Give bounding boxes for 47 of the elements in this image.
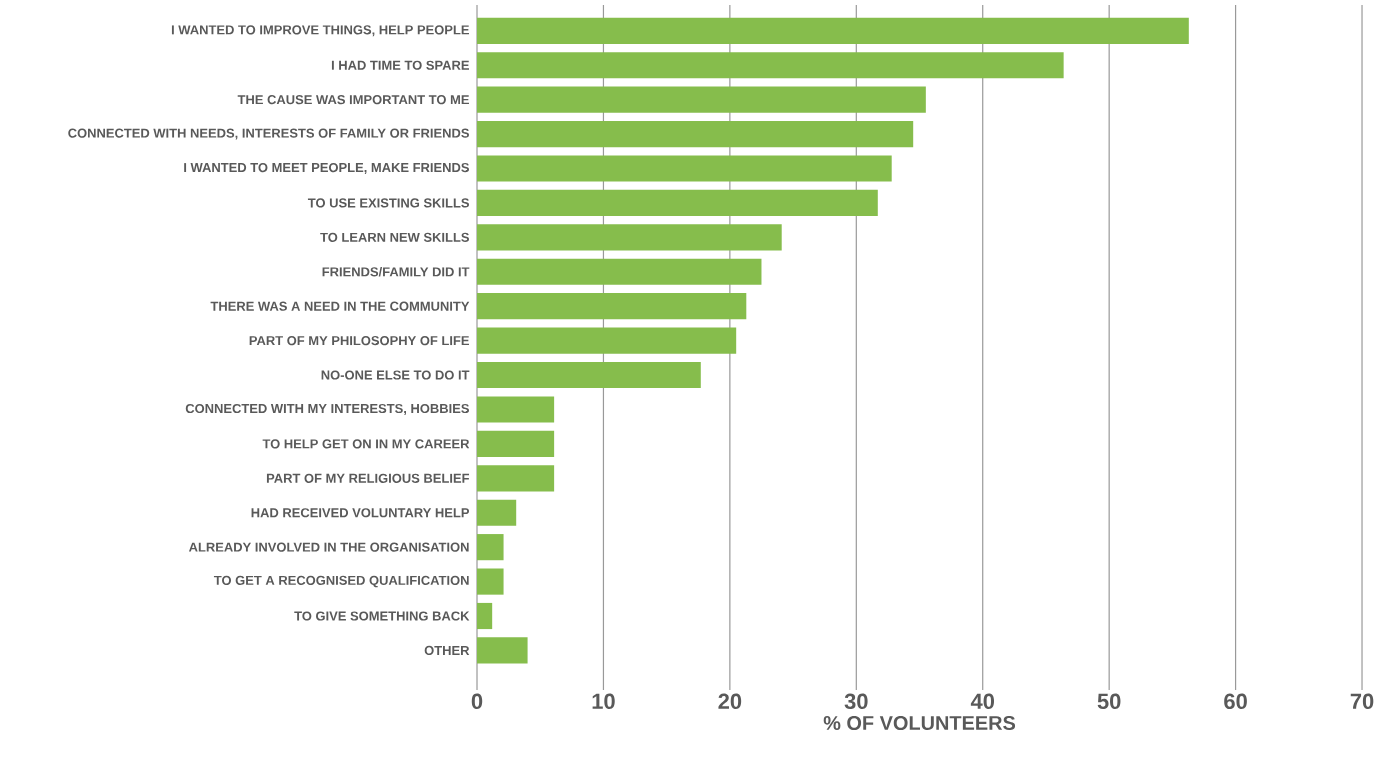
bar [477, 568, 504, 595]
y-tick-label: I WANTED TO MEET PEOPLE, MAKE FRIENDS [184, 162, 469, 175]
x-tick-label: 20 [718, 693, 742, 710]
x-tick-label: 70 [1350, 693, 1374, 710]
y-tick-label: I WANTED TO IMPROVE THINGS, HELP PEOPLE [171, 25, 469, 37]
bar [477, 189, 878, 216]
bar [477, 396, 555, 423]
bar [477, 465, 555, 492]
bar [477, 224, 782, 251]
y-tick-label: THERE WAS A NEED IN THE COMMUNITY [210, 301, 470, 311]
x-tick-label: 60 [1224, 693, 1247, 710]
y-tick-label: NO-ONE ELSE TO DO IT [321, 370, 470, 380]
x-tick-label: 0 [471, 693, 483, 710]
y-tick-label: PART OF MY RELIGIOUS BELIEF [266, 473, 470, 483]
bar [477, 121, 914, 148]
bar [477, 17, 1189, 44]
x-tick-label: 30 [844, 693, 868, 710]
y-tick-label: TO LEARN NEW SKILLS [320, 232, 469, 242]
x-axis-title: % OF VOLUNTEERS [823, 715, 1016, 731]
y-tick-label: TO GIVE SOMETHING BACK [294, 611, 470, 621]
x-tick-label: 50 [1097, 693, 1121, 710]
y-tick-label: CONNECTED WITH NEEDS, INTERESTS OF FAMILY OR FRIENDS [68, 128, 469, 140]
y-tick-label: THE CAUSE WAS IMPORTANT TO ME [237, 95, 469, 105]
bar [477, 52, 1064, 79]
bar [477, 361, 701, 389]
bar [477, 602, 493, 630]
y-tick-label: CONNECTED WITH MY INTERESTS, HOBBIES [185, 403, 469, 415]
x-tick-label: 10 [592, 693, 615, 710]
y-tick-label: ALREADY INVOLVED IN THE ORGANISATION [188, 542, 469, 552]
x-tick-label: 40 [970, 693, 995, 710]
y-tick-label: FRIENDS/FAMILY DID IT [322, 266, 470, 277]
y-tick-label: PART OF MY PHILOSOPHY OF LIFE [249, 336, 469, 346]
y-tick-label: TO USE EXISTING SKILLS [307, 198, 469, 208]
y-tick-label: I HAD TIME TO SPARE [331, 60, 469, 70]
y-tick-label: TO HELP GET ON IN MY CAREER [262, 439, 470, 449]
y-tick-label: OTHER [424, 645, 470, 655]
bar [477, 430, 555, 457]
bar [477, 155, 892, 182]
bar [477, 293, 747, 320]
bar [477, 499, 517, 526]
bar [477, 86, 926, 113]
bar [477, 637, 528, 664]
bar [477, 327, 737, 354]
y-tick-label: HAD RECEIVED VOLUNTARY HELP [251, 508, 470, 518]
bar [477, 258, 762, 285]
bar [477, 534, 504, 561]
y-tick-label: TO GET A RECOGNISED QUALIFICATION [213, 575, 469, 588]
